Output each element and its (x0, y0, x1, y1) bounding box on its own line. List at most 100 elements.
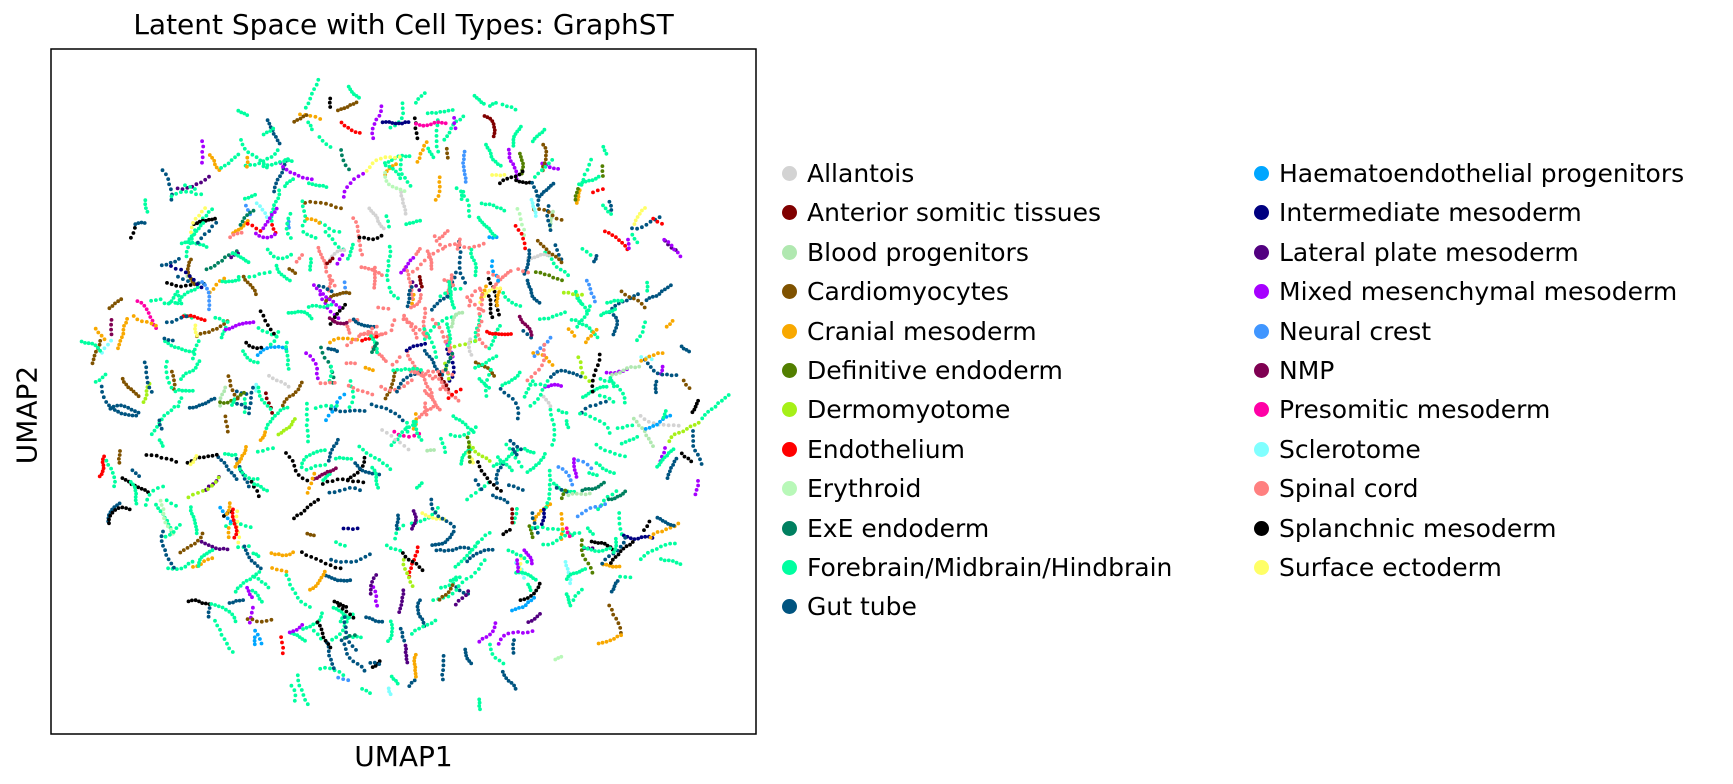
scatter-point (434, 128, 439, 133)
scatter-point (130, 468, 135, 473)
scatter-point (450, 321, 455, 326)
scatter-point (345, 478, 350, 483)
scatter-point (600, 466, 605, 471)
scatter-point (564, 411, 569, 415)
scatter-point (293, 693, 298, 698)
legend-label: Intermediate mesoderm (1279, 198, 1582, 228)
scatter-point (480, 341, 485, 346)
scatter-point (465, 435, 470, 440)
scatter-point (584, 323, 589, 328)
scatter-point (222, 514, 226, 518)
scatter-point (223, 327, 228, 332)
scatter-point (582, 545, 586, 550)
scatter-point (335, 400, 339, 405)
scatter-point (401, 523, 406, 528)
scatter-point (347, 405, 352, 409)
scatter-point (370, 665, 375, 669)
scatter-point (243, 524, 248, 528)
scatter-point (172, 405, 177, 409)
scatter-point (128, 480, 133, 484)
scatter-point (559, 496, 564, 501)
scatter-point (542, 208, 547, 212)
scatter-point (437, 236, 442, 241)
scatter-point (546, 210, 551, 214)
scatter-point (436, 249, 440, 253)
scatter-point (483, 383, 488, 387)
scatter-point (532, 521, 537, 525)
legend-marker (1254, 363, 1269, 378)
scatter-point (405, 304, 410, 309)
scatter-point (116, 346, 120, 351)
scatter-point (473, 289, 478, 294)
scatter-point (300, 204, 305, 209)
scatter-point (513, 107, 518, 112)
scatter-point (254, 201, 259, 206)
scatter-point (596, 174, 601, 179)
scatter-point (309, 234, 314, 239)
scatter-point (429, 621, 434, 626)
scatter-point (581, 459, 586, 464)
scatter-point (448, 535, 452, 540)
scatter-point (399, 368, 404, 372)
scatter-point (164, 262, 169, 267)
scatter-point (547, 273, 552, 278)
scatter-point (576, 355, 581, 360)
scatter-point (428, 387, 432, 392)
scatter-point (556, 465, 561, 469)
scatter-point (530, 294, 535, 298)
scatter-point (536, 512, 541, 516)
scatter-point (496, 278, 500, 283)
scatter-point (268, 407, 273, 411)
scatter-point (480, 636, 485, 641)
scatter-point (254, 382, 259, 387)
scatter-point (369, 330, 373, 335)
scatter-point (274, 199, 278, 204)
scatter-point (440, 120, 444, 125)
scatter-point (400, 418, 405, 423)
scatter-point (204, 245, 209, 249)
scatter-point (596, 484, 601, 489)
scatter-point (525, 596, 530, 600)
scatter-point (318, 381, 323, 386)
scatter-point (147, 492, 152, 497)
scatter-point (419, 293, 423, 297)
scatter-point (265, 118, 270, 123)
scatter-point (265, 422, 270, 427)
scatter-point (515, 207, 520, 211)
legend-label: Forebrain/Midbrain/Hindbrain (807, 553, 1173, 582)
scatter-point (245, 219, 250, 223)
scatter-point (396, 516, 401, 521)
scatter-point (423, 513, 428, 517)
scatter-point (241, 349, 245, 353)
scatter-point (110, 304, 115, 308)
legend-label: Cardiomyocytes (807, 277, 1009, 307)
scatter-point (565, 422, 569, 427)
scatter-point (314, 371, 319, 376)
scatter-point (388, 546, 393, 551)
scatter-point (231, 232, 236, 237)
scatter-point (273, 161, 278, 166)
scatter-point (427, 354, 432, 359)
scatter-point (505, 500, 510, 505)
scatter-point (526, 620, 531, 624)
scatter-point (388, 409, 393, 414)
scatter-point (328, 145, 333, 149)
scatter-point (370, 131, 375, 136)
scatter-point (430, 506, 435, 511)
scatter-point (602, 394, 607, 399)
scatter-point (272, 331, 276, 336)
scatter-point (610, 557, 615, 562)
scatter-point (189, 505, 193, 510)
scatter-point (506, 548, 511, 553)
scatter-point (635, 338, 639, 343)
scatter-point (241, 581, 246, 585)
scatter-point (115, 403, 120, 408)
scatter-point (651, 216, 656, 221)
scatter-point (161, 511, 166, 516)
scatter-point (204, 213, 209, 218)
scatter-point (522, 241, 527, 246)
scatter-point (666, 472, 671, 477)
scatter-point (450, 372, 455, 377)
scatter-point (264, 619, 269, 623)
scatter-point (329, 369, 334, 374)
